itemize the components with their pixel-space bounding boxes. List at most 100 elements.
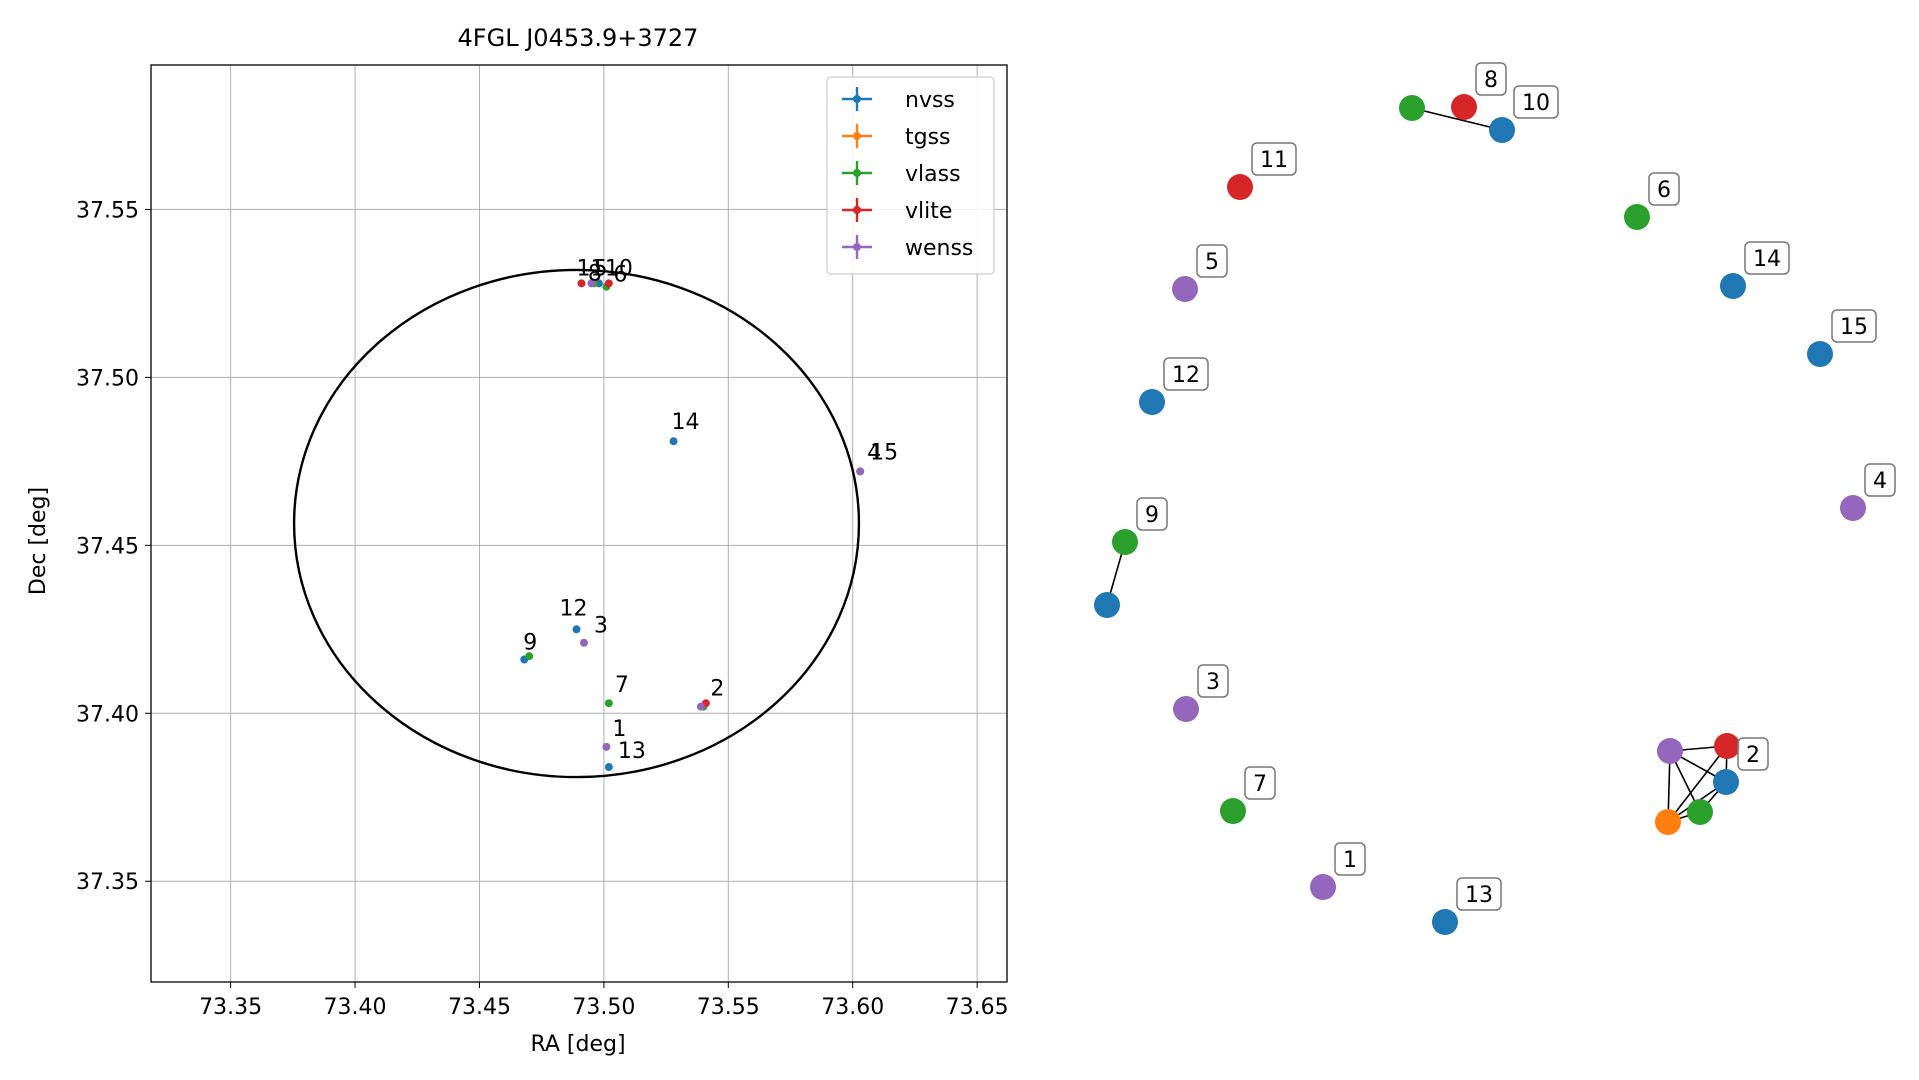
- legend-marker-dot: [853, 95, 861, 103]
- legend-marker-dot: [853, 132, 861, 140]
- point-label-14: 14: [672, 410, 700, 435]
- label-box: [1196, 244, 1228, 278]
- network-node-4: [1840, 495, 1866, 521]
- network-node-3: [1173, 696, 1199, 722]
- network-node-label-14: 14: [1744, 241, 1790, 275]
- crossmatch-network-graph: 10 8 11 6 5 14 15 12 4 9 3 7 1 13 2: [1094, 62, 1896, 935]
- nvss-point-13: [604, 763, 613, 772]
- point-label-7: 7: [615, 673, 629, 698]
- vlass-point-9: [525, 652, 534, 661]
- legend-label: nvss: [905, 88, 955, 113]
- network-node-5: [1172, 276, 1198, 302]
- error-ellipse-layer: [292, 268, 861, 779]
- network-node-2: [1713, 769, 1739, 795]
- x-axis-ticks: 73.35 73.40 73.45 73.50 73.55 73.60 73.65: [199, 982, 1009, 1020]
- label-box: [1163, 357, 1209, 391]
- network-node-label-9: 9: [1136, 497, 1168, 531]
- x-tick-label: 73.50: [572, 995, 635, 1020]
- wenss-point-1: [602, 742, 611, 751]
- point-label-8: 8: [588, 261, 602, 286]
- wenss-point-5: [587, 279, 596, 288]
- wenss-point-4: [856, 467, 865, 476]
- label-text: 4: [1873, 469, 1887, 494]
- network-edge: [1411, 107, 1503, 131]
- label-text: 2: [1746, 743, 1760, 768]
- error-ellipse: [292, 268, 861, 779]
- vlite-point-8: [604, 279, 613, 288]
- point-label-3: 3: [594, 614, 608, 639]
- y-tick-label: 37.35: [76, 870, 139, 895]
- legend-entry-nvss: nvss: [842, 87, 955, 113]
- network-node-label-6: 6: [1648, 172, 1680, 206]
- label-box: [1513, 85, 1559, 119]
- network-node-label-5: 5: [1196, 244, 1228, 278]
- label-box: [1456, 877, 1502, 911]
- x-tick-label: 73.55: [697, 995, 760, 1020]
- network-node-12: [1139, 389, 1165, 415]
- network-nodes: [1094, 94, 1866, 935]
- legend-entry-vlass: vlass: [842, 161, 961, 187]
- label-box: [1648, 172, 1680, 206]
- legend: nvss tgss vlass vlite wenss: [826, 76, 995, 275]
- legend-marker-dot: [853, 169, 861, 177]
- network-edge: [1667, 745, 1728, 823]
- label-text: 3: [1206, 670, 1220, 695]
- point-label-9: 9: [523, 631, 537, 656]
- point-label-4: 4: [867, 440, 881, 465]
- network-node-label-7: 7: [1244, 766, 1276, 800]
- legend-label: tgss: [905, 125, 951, 150]
- x-tick-label: 73.35: [199, 995, 262, 1020]
- label-text: 1: [1343, 848, 1357, 873]
- label-text: 11: [1260, 148, 1288, 173]
- network-node-7: [1220, 798, 1246, 824]
- y-tick-label: 37.50: [76, 366, 139, 391]
- network-node-2g: [1687, 799, 1713, 825]
- label-text: 15: [1840, 315, 1868, 340]
- x-tick-label: 73.45: [448, 995, 511, 1020]
- network-node-9n: [1094, 592, 1120, 618]
- label-box: [1737, 737, 1769, 771]
- network-node-label-2: 2: [1737, 737, 1769, 771]
- label-text: 13: [1465, 883, 1493, 908]
- vlite-point-11: [577, 279, 586, 288]
- nvss-point-12: [572, 625, 581, 634]
- label-text: 10: [1522, 91, 1550, 116]
- y-tick-label: 37.40: [76, 702, 139, 727]
- data-points: [520, 279, 865, 772]
- x-tick-label: 73.40: [324, 995, 387, 1020]
- x-tick-label: 73.60: [821, 995, 884, 1020]
- network-node-2o: [1655, 809, 1681, 835]
- label-text: 6: [1657, 178, 1671, 203]
- legend-entry-tgss: tgss: [842, 124, 951, 150]
- label-text: 5: [1205, 250, 1219, 275]
- label-box: [1475, 62, 1507, 96]
- wenss-point-2: [696, 702, 705, 711]
- legend-marker-dot: [853, 206, 861, 214]
- label-box: [1744, 241, 1790, 275]
- label-box: [1831, 309, 1877, 343]
- network-node-label-12: 12: [1163, 357, 1209, 391]
- network-node-label-3: 3: [1197, 664, 1229, 698]
- point-label-2: 2: [710, 677, 724, 702]
- network-labels: 10 8 11 6 5 14 15 12 4 9 3 7 1 13 2: [1136, 62, 1896, 911]
- network-node-label-13: 13: [1456, 877, 1502, 911]
- label-box: [1864, 463, 1896, 497]
- x-tick-label: 73.65: [946, 995, 1009, 1020]
- legend-entry-wenss: wenss: [842, 235, 973, 261]
- label-text: 8: [1484, 68, 1498, 93]
- label-box: [1197, 664, 1229, 698]
- label-text: 14: [1753, 247, 1781, 272]
- legend-entry-vlite: vlite: [842, 198, 952, 224]
- y-tick-label: 37.45: [76, 534, 139, 559]
- plot-frame: [150, 64, 1008, 983]
- point-label-13: 13: [618, 739, 646, 764]
- vlass-point-7: [604, 699, 613, 708]
- network-node-label-4: 4: [1864, 463, 1896, 497]
- point-label-1: 1: [612, 717, 626, 742]
- chart-title: 4FGL J0453.9+3727: [458, 24, 699, 52]
- legend-box: [826, 76, 995, 275]
- network-node-14: [1720, 273, 1746, 299]
- label-box: [1251, 142, 1297, 176]
